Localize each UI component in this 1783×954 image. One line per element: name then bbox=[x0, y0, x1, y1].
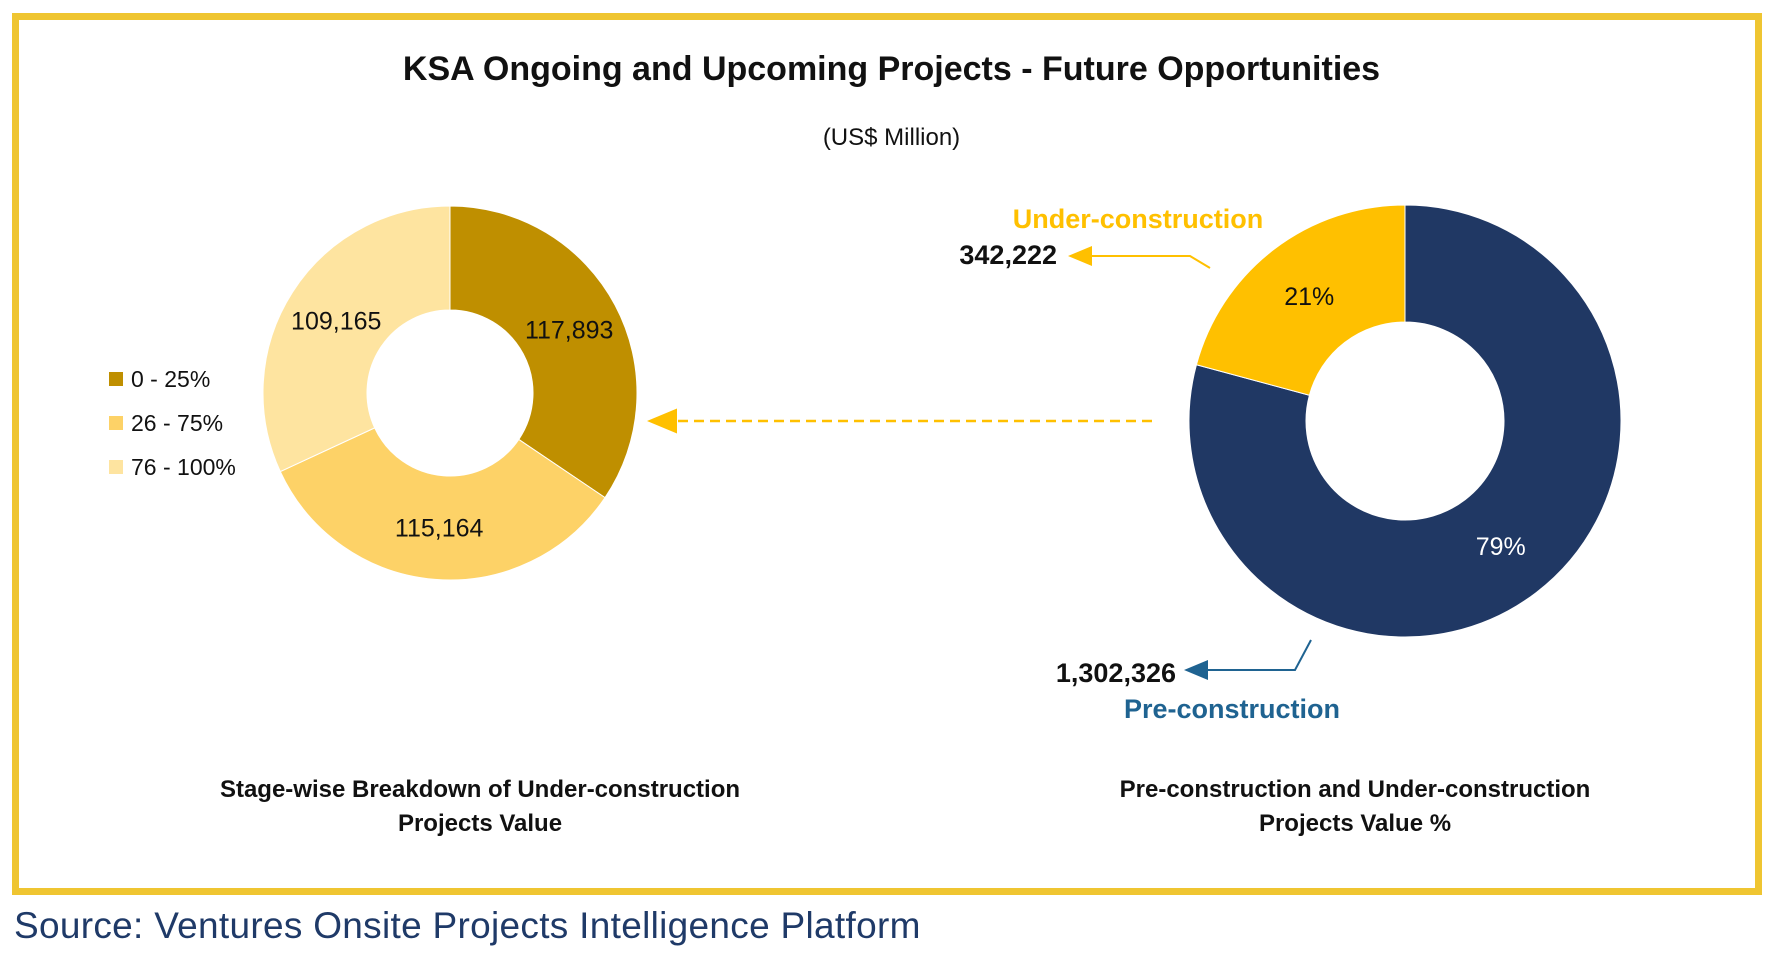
left-caption-line2: Projects Value bbox=[397, 810, 563, 837]
donut-slice-76-100 bbox=[262, 205, 451, 473]
legend-label-0-25: 0 - 25% bbox=[131, 366, 210, 392]
left-caption-line1: Stage-wise Breakdown of Under-constructi… bbox=[219, 776, 741, 803]
right-caption-line2: Projects Value % bbox=[1258, 810, 1452, 837]
source-note: Source: Ventures Onsite Projects Intelli… bbox=[14, 905, 921, 946]
legend-label-76-100: 76 - 100% bbox=[131, 454, 236, 480]
pre-construction-leader bbox=[1184, 639, 1312, 680]
donut-slice-pre-construction bbox=[1188, 204, 1622, 638]
pre-construction-value: 1,302,326 bbox=[1056, 658, 1176, 688]
legend-swatch-0-25 bbox=[109, 372, 123, 386]
slice-data-label: 115,164 bbox=[395, 515, 484, 543]
construction-status-donut: 79% 21% bbox=[1188, 204, 1622, 638]
legend-swatch-76-100 bbox=[109, 460, 123, 474]
chart-subtitle: (US$ Million) bbox=[822, 124, 961, 151]
under-construction-label: Under-construction bbox=[1013, 204, 1264, 234]
right-chart-caption: Pre-construction and Under-construction … bbox=[1025, 773, 1685, 841]
slice-data-label: 79% bbox=[1476, 533, 1526, 561]
under-construction-leader bbox=[1068, 246, 1211, 269]
slice-data-label: 109,165 bbox=[291, 307, 381, 335]
stage-breakdown-donut: 117,893 115,164 109,165 bbox=[262, 205, 638, 581]
slice-data-label: 117,893 bbox=[525, 317, 614, 345]
chart-title: KSA Ongoing and Upcoming Projects - Futu… bbox=[402, 50, 1381, 88]
donut-slice-26-75 bbox=[279, 427, 606, 581]
stage-legend: 0 - 25% 26 - 75% 76 - 100% bbox=[109, 366, 236, 480]
left-chart-caption: Stage-wise Breakdown of Under-constructi… bbox=[150, 773, 810, 841]
slice-data-label: 21% bbox=[1284, 283, 1334, 311]
right-caption-line1: Pre-construction and Under-construction bbox=[1119, 776, 1591, 803]
under-construction-value: 342,222 bbox=[959, 240, 1057, 270]
legend-swatch-26-75 bbox=[109, 416, 123, 430]
pre-construction-label: Pre-construction bbox=[1124, 694, 1340, 724]
legend-label-26-75: 26 - 75% bbox=[131, 410, 223, 436]
donut-slice-under-construction bbox=[1195, 204, 1406, 396]
donut-slice-0-25 bbox=[449, 205, 638, 499]
